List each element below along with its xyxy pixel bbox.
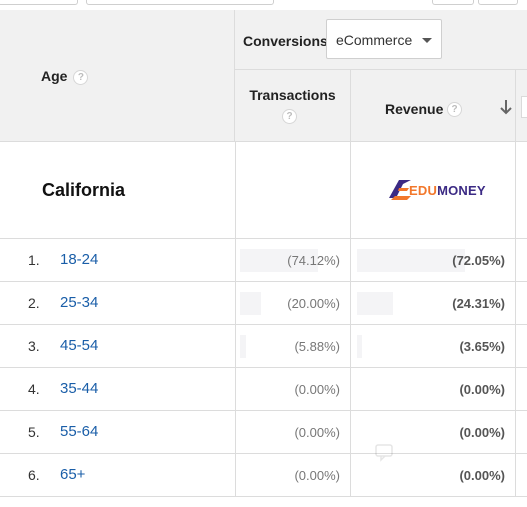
- revenue-share-bar: [357, 249, 465, 272]
- revenue-column-header[interactable]: Revenue ?: [351, 70, 516, 142]
- row-rank: 1.: [28, 252, 40, 268]
- revenue-value: (3.65%): [459, 339, 505, 354]
- summary-revenue-cell: EDUMONEY: [351, 142, 516, 239]
- row-rank: 5.: [28, 424, 40, 440]
- help-icon[interactable]: ?: [447, 102, 462, 117]
- table-row: 3. 45-54 (5.88%) (3.65%): [0, 325, 527, 368]
- transactions-cell: (0.00%): [235, 411, 351, 454]
- revenue-value: (72.05%): [452, 253, 505, 268]
- arrow-down-icon[interactable]: [499, 98, 513, 116]
- transactions-value: (5.88%): [294, 339, 340, 354]
- transactions-cell: (20.00%): [235, 282, 351, 325]
- column-chip[interactable]: [521, 96, 527, 118]
- transactions-header-label: Transactions: [249, 87, 336, 103]
- row-rank: 2.: [28, 295, 40, 311]
- transactions-column-header[interactable]: Transactions ?: [235, 70, 351, 142]
- table-row: 6. 65+ (0.00%) (0.00%): [0, 454, 527, 497]
- table-body: 1. 18-24 (74.12%) (72.05%) 2. 25-34 (20.00%) (2…: [0, 239, 527, 497]
- age-column-header[interactable]: Age?: [0, 10, 235, 142]
- transactions-share-bar: [240, 249, 318, 272]
- revenue-header-label: Revenue: [385, 101, 444, 117]
- help-icon[interactable]: ?: [282, 109, 297, 124]
- revenue-cell: (0.00%): [351, 454, 516, 497]
- report-table: Age? Conversions eCommerce Transactions …: [0, 10, 527, 498]
- top-strip: [0, 0, 527, 10]
- revenue-cell: (0.00%): [351, 368, 516, 411]
- logo-money-text: MONEY: [437, 183, 486, 198]
- row-rank: 6.: [28, 467, 40, 483]
- transactions-cell: (0.00%): [235, 368, 351, 411]
- table-row: 4. 35-44 (0.00%) (0.00%): [0, 368, 527, 411]
- edumoney-logo: EDUMONEY: [387, 176, 491, 204]
- revenue-cell: (72.05%): [351, 239, 516, 282]
- age-link[interactable]: 55-64: [60, 423, 99, 440]
- transactions-cell: (0.00%): [235, 454, 351, 497]
- top-control-right-2[interactable]: [478, 0, 518, 5]
- transactions-cell: (5.88%): [235, 325, 351, 368]
- conversions-header: Conversions eCommerce: [235, 10, 527, 70]
- transactions-value: (74.12%): [287, 253, 340, 268]
- age-link[interactable]: 25-34: [60, 294, 99, 311]
- transactions-value: (20.00%): [287, 296, 340, 311]
- caret-down-icon: [422, 38, 432, 43]
- age-link[interactable]: 45-54: [60, 337, 99, 354]
- logo-mark-icon: [389, 180, 411, 200]
- revenue-cell: (3.65%): [351, 325, 516, 368]
- transactions-value: (0.00%): [294, 425, 340, 440]
- transactions-share-bar: [240, 335, 246, 358]
- table-row: 5. 55-64 (0.00%) (0.00%): [0, 411, 527, 454]
- transactions-value: (0.00%): [294, 382, 340, 397]
- watermark: [372, 442, 482, 464]
- revenue-cell: (24.31%): [351, 282, 516, 325]
- age-link[interactable]: 35-44: [60, 380, 99, 397]
- transactions-cell: (74.12%): [235, 239, 351, 282]
- top-control-right-1[interactable]: [432, 0, 474, 5]
- age-header-label: Age: [41, 68, 68, 84]
- summary-row: California EDUMONEY: [0, 142, 527, 239]
- conversions-select[interactable]: eCommerce: [326, 19, 442, 59]
- revenue-share-bar: [357, 335, 362, 358]
- revenue-value: (0.00%): [459, 382, 505, 397]
- revenue-value: (0.00%): [459, 468, 505, 483]
- transactions-value: (0.00%): [294, 468, 340, 483]
- conversions-select-value: eCommerce: [336, 32, 413, 48]
- watermark-icon: [375, 444, 393, 462]
- top-control-left[interactable]: [0, 0, 78, 5]
- revenue-share-bar: [357, 292, 393, 315]
- row-rank: 4.: [28, 381, 40, 397]
- age-link[interactable]: 65+: [60, 466, 86, 483]
- help-icon[interactable]: ?: [73, 69, 89, 85]
- conversions-label: Conversions: [243, 33, 328, 49]
- table-row: 2. 25-34 (20.00%) (24.31%): [0, 282, 527, 325]
- table-row: 1. 18-24 (74.12%) (72.05%): [0, 239, 527, 282]
- next-column-header-stub: [516, 70, 527, 142]
- summary-transactions-cell: [235, 142, 351, 239]
- logo-edu-text: EDU: [409, 183, 438, 198]
- row-rank: 3.: [28, 338, 40, 354]
- transactions-share-bar: [240, 292, 261, 315]
- top-control-middle[interactable]: [86, 0, 274, 5]
- summary-region-name: California: [42, 180, 126, 200]
- age-link[interactable]: 18-24: [60, 251, 99, 268]
- revenue-value: (0.00%): [459, 425, 505, 440]
- revenue-cell: (0.00%): [351, 411, 516, 454]
- revenue-value: (24.31%): [452, 296, 505, 311]
